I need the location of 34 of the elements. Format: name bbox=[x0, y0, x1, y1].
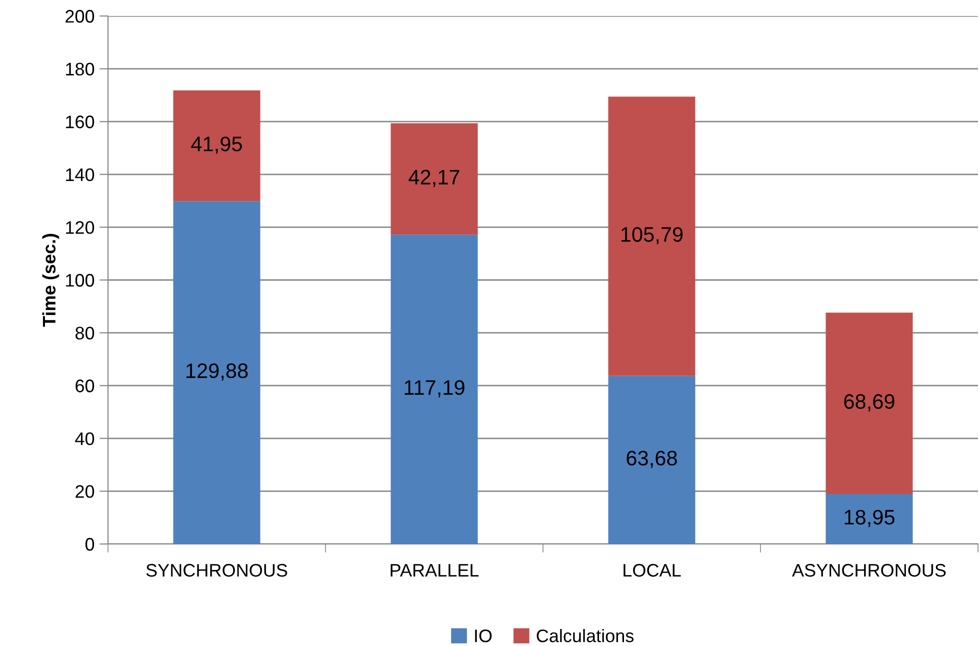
bar bbox=[608, 96, 696, 376]
x-tick-label: PARALLEL bbox=[390, 564, 479, 577]
x-tick-label: ASYNCHRONOUS bbox=[792, 564, 946, 577]
y-tick-label: 60 bbox=[76, 380, 94, 392]
bar bbox=[173, 201, 260, 544]
data-label: 105,79 bbox=[621, 227, 683, 244]
y-tick-label: 40 bbox=[75, 432, 94, 446]
y-tick-label: 100 bbox=[66, 274, 94, 287]
data-label: 42,17 bbox=[408, 170, 460, 188]
y-tick-label: 140 bbox=[66, 168, 94, 182]
data-label: 63,68 bbox=[626, 450, 677, 468]
bar bbox=[390, 123, 478, 235]
data-label: 18,95 bbox=[844, 510, 894, 528]
bar bbox=[173, 90, 260, 202]
bar bbox=[390, 234, 478, 544]
bar bbox=[826, 312, 913, 494]
data-label: 129,88 bbox=[186, 363, 248, 381]
y-tick-label: 20 bbox=[76, 485, 94, 498]
y-axis-title: Time (sec.) bbox=[42, 234, 60, 327]
y-tick-label: 80 bbox=[76, 326, 94, 340]
y-tick-label: 180 bbox=[66, 62, 94, 76]
bar bbox=[826, 494, 913, 544]
x-tick-label: LOCAL bbox=[624, 564, 681, 577]
bar bbox=[608, 376, 696, 544]
data-label: 68,69 bbox=[844, 394, 894, 412]
y-tick-label: 160 bbox=[66, 116, 94, 128]
x-tick-label: SYNCHRONOUS bbox=[146, 564, 288, 577]
legend-label: IO bbox=[475, 629, 492, 642]
data-label: 117,19 bbox=[404, 380, 464, 398]
y-tick-label: 0 bbox=[85, 538, 94, 551]
y-tick-label: 200 bbox=[66, 10, 94, 23]
y-tick-label: 120 bbox=[66, 221, 94, 234]
legend-label: Calculations bbox=[536, 628, 634, 642]
data-label: 41,95 bbox=[191, 136, 242, 154]
